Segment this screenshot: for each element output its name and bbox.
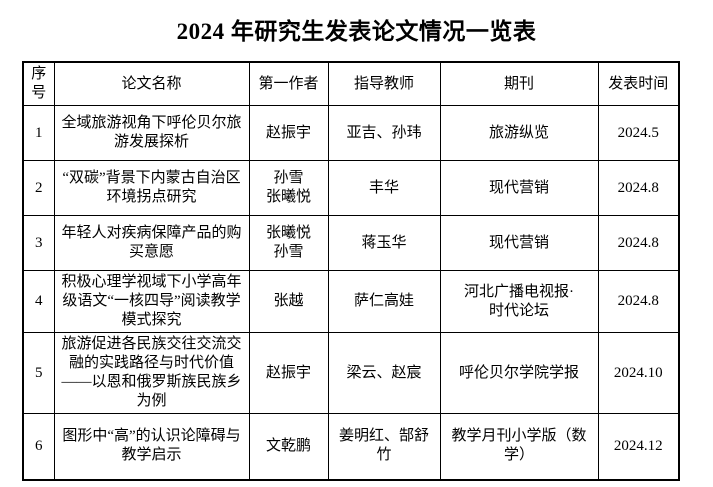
publish-date-cell: 2024.10 bbox=[597, 332, 680, 414]
table-row: 4 积极心理学视域下小学高年级语文“一核四导”阅读教学模式探究 张越 萨仁高娃 河北广播… bbox=[22, 270, 680, 333]
first-author-cell: 赵振宇 bbox=[248, 105, 329, 161]
header-cell-date: 发表时间 bbox=[597, 61, 680, 106]
publish-date-cell: 2024.12 bbox=[597, 413, 680, 480]
publish-date-cell: 2024.5 bbox=[597, 105, 680, 161]
paper-title-cell: 年轻人对疾病保障产品的购买意愿 bbox=[53, 215, 250, 271]
advisor-cell: 亚吉、孙玮 bbox=[327, 105, 441, 161]
paper-title-cell: “双碳”背景下内蒙古自治区环境拐点研究 bbox=[53, 160, 250, 216]
table-body: 1 全域旅游视角下呼伦贝尔旅游发展探析 赵振宇 亚吉、孙玮 旅游纵览 2024.5 2 “双碳… bbox=[22, 105, 680, 480]
journal-cell: 呼伦贝尔学院学报 bbox=[439, 332, 599, 414]
first-author-cell: 孙雪 张曦悦 bbox=[248, 160, 329, 216]
header-cell-author: 第一作者 bbox=[248, 61, 329, 106]
first-author-cell: 赵振宇 bbox=[248, 332, 329, 414]
paper-title-cell: 积极心理学视域下小学高年级语文“一核四导”阅读教学模式探究 bbox=[53, 270, 250, 333]
index-cell: 6 bbox=[22, 413, 55, 480]
journal-cell: 河北广播电视报· 时代论坛 bbox=[439, 270, 599, 333]
first-author-cell: 张越 bbox=[248, 270, 329, 333]
index-cell: 3 bbox=[22, 215, 55, 271]
index-cell: 2 bbox=[22, 160, 55, 216]
header-cell-paper: 论文名称 bbox=[53, 61, 250, 106]
journal-cell: 现代营销 bbox=[439, 160, 599, 216]
table-row: 3 年轻人对疾病保障产品的购买意愿 张曦悦 孙雪 蒋玉华 现代营销 2024.8 bbox=[22, 215, 680, 271]
index-cell: 5 bbox=[22, 332, 55, 414]
advisor-cell: 梁云、赵宸 bbox=[327, 332, 441, 414]
publish-date-cell: 2024.8 bbox=[597, 270, 680, 333]
journal-cell: 现代营销 bbox=[439, 215, 599, 271]
header-cell-no: 序号 bbox=[22, 61, 55, 106]
first-author-cell: 张曦悦 孙雪 bbox=[248, 215, 329, 271]
publish-date-cell: 2024.8 bbox=[597, 215, 680, 271]
paper-title-cell: 旅游促进各民族交往交流交融的实践路径与时代价值——以恩和俄罗斯族民族乡为例 bbox=[53, 332, 250, 414]
index-cell: 4 bbox=[22, 270, 55, 333]
publish-date-cell: 2024.8 bbox=[597, 160, 680, 216]
table-row: 1 全域旅游视角下呼伦贝尔旅游发展探析 赵振宇 亚吉、孙玮 旅游纵览 2024.5 bbox=[22, 105, 680, 161]
journal-cell: 旅游纵览 bbox=[439, 105, 599, 161]
table-row: 6 图形中“高”的认识论障碍与教学启示 文乾鹏 姜明红、郜舒竹 教学月刊小学版（数学） 2… bbox=[22, 413, 680, 480]
header-row: 序号 论文名称 第一作者 指导教师 期刊 发表时间 bbox=[22, 61, 680, 106]
advisor-cell: 姜明红、郜舒竹 bbox=[327, 413, 441, 480]
index-cell: 1 bbox=[22, 105, 55, 161]
header-cell-advisor: 指导教师 bbox=[327, 61, 441, 106]
advisor-cell: 蒋玉华 bbox=[327, 215, 441, 271]
header-cell-journal: 期刊 bbox=[439, 61, 599, 106]
first-author-cell: 文乾鹏 bbox=[248, 413, 329, 480]
journal-cell: 教学月刊小学版（数学） bbox=[439, 413, 599, 480]
paper-title-cell: 图形中“高”的认识论障碍与教学启示 bbox=[53, 413, 250, 480]
paper-title-cell: 全域旅游视角下呼伦贝尔旅游发展探析 bbox=[53, 105, 250, 161]
papers-table: 序号 论文名称 第一作者 指导教师 期刊 发表时间 1 全域旅游视角下呼伦贝尔旅游… bbox=[22, 61, 680, 481]
advisor-cell: 萨仁高娃 bbox=[327, 270, 441, 333]
table-row: 5 旅游促进各民族交往交流交融的实践路径与时代价值——以恩和俄罗斯族民族乡为例 赵振… bbox=[22, 332, 680, 414]
table-row: 2 “双碳”背景下内蒙古自治区环境拐点研究 孙雪 张曦悦 丰华 现代营销 2024.8 bbox=[22, 160, 680, 216]
page-title: 2024 年研究生发表论文情况一览表 bbox=[176, 19, 537, 44]
advisor-cell: 丰华 bbox=[327, 160, 441, 216]
